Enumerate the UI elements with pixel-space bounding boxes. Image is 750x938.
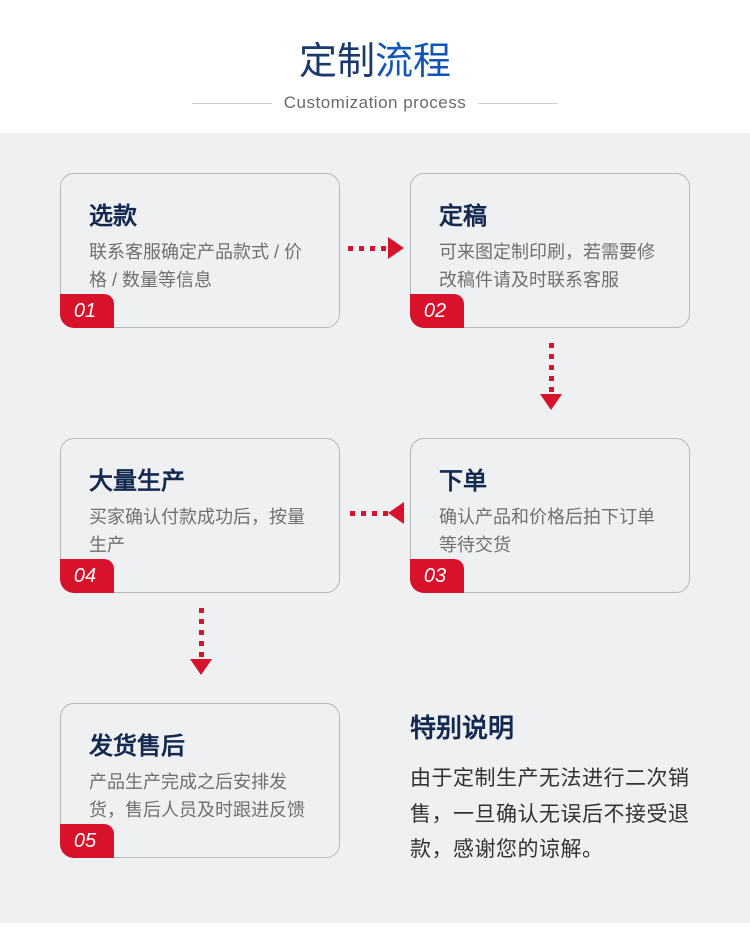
step-title: 下单 <box>439 461 667 496</box>
note-title: 特别说明 <box>410 708 700 745</box>
subtitle-row: Customization process <box>0 93 750 113</box>
step-desc: 产品生产完成之后安排发货，售后人员及时跟进反馈 <box>89 769 317 825</box>
special-note: 特别说明 由于定制生产无法进行二次销售，一旦确认无误后不接受退款，感谢您的谅解。 <box>410 708 700 868</box>
step-desc: 联系客服确定产品款式 / 价格 / 数量等信息 <box>89 239 317 295</box>
arrow-dots <box>350 511 388 516</box>
note-body: 由于定制生产无法进行二次销售，一旦确认无误后不接受退款，感谢您的谅解。 <box>410 761 700 868</box>
page-title: 定制流程 <box>0 30 750 85</box>
arrow-dots <box>199 608 204 657</box>
arrow-left-icon <box>348 502 404 524</box>
step-card-04: 大量生产 买家确认付款成功后，按量生产 04 <box>60 438 340 593</box>
subtitle: Customization process <box>284 93 466 113</box>
arrow-dots <box>549 343 554 392</box>
step-title: 发货售后 <box>89 726 317 761</box>
arrow-right-icon <box>348 237 404 259</box>
divider-left <box>192 103 272 104</box>
arrow-head <box>540 394 562 410</box>
arrow-head <box>190 659 212 675</box>
title-part2: 流程 <box>375 41 451 83</box>
step-card-01: 选款 联系客服确定产品款式 / 价格 / 数量等信息 01 <box>60 173 340 328</box>
step-badge: 05 <box>60 824 114 858</box>
step-card-02: 定稿 可来图定制印刷，若需要修改稿件请及时联系客服 02 <box>410 173 690 328</box>
header: 定制流程 Customization process <box>0 0 750 133</box>
step-desc: 确认产品和价格后拍下订单等待交货 <box>439 504 667 560</box>
step-desc: 可来图定制印刷，若需要修改稿件请及时联系客服 <box>439 239 667 295</box>
step-badge: 02 <box>410 294 464 328</box>
arrow-down-icon <box>190 608 212 675</box>
step-card-03: 下单 确认产品和价格后拍下订单等待交货 03 <box>410 438 690 593</box>
divider-right <box>478 103 558 104</box>
step-title: 选款 <box>89 196 317 231</box>
step-desc: 买家确认付款成功后，按量生产 <box>89 504 317 560</box>
flow-canvas: 选款 联系客服确定产品款式 / 价格 / 数量等信息 01 定稿 可来图定制印刷… <box>0 133 750 923</box>
arrow-head <box>388 237 404 259</box>
step-badge: 04 <box>60 559 114 593</box>
title-part1: 定制 <box>299 41 375 83</box>
step-card-05: 发货售后 产品生产完成之后安排发货，售后人员及时跟进反馈 05 <box>60 703 340 858</box>
step-title: 定稿 <box>439 196 667 231</box>
step-badge: 03 <box>410 559 464 593</box>
arrow-head <box>388 502 404 524</box>
step-title: 大量生产 <box>89 461 317 496</box>
arrow-dots <box>348 246 386 251</box>
arrow-down-icon <box>540 343 562 410</box>
step-badge: 01 <box>60 294 114 328</box>
